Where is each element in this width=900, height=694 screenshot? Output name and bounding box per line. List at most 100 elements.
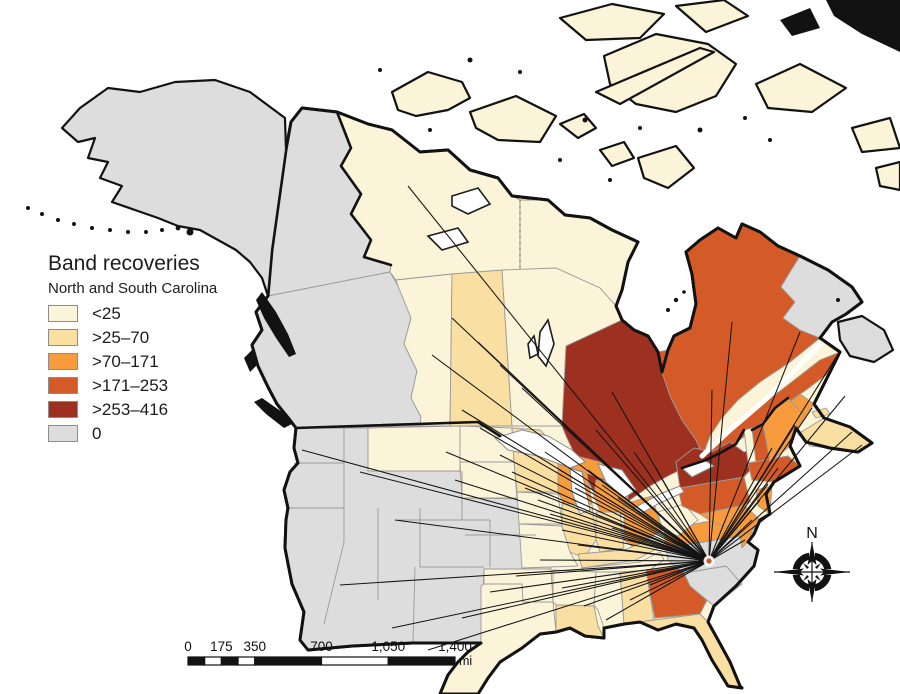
east-blob-3: [874, 160, 900, 192]
recovery-line: [708, 539, 746, 562]
recovery-line: [427, 560, 710, 651]
recovery-line: [515, 560, 710, 577]
region-south-dakota: [459, 461, 518, 499]
recovery-line: [708, 444, 863, 562]
ellesmere-island: [558, 2, 666, 42]
region-alaska: [60, 78, 288, 298]
lake-winnipegosis: [527, 334, 539, 360]
recovery-line: [708, 431, 853, 562]
compass-rose: N: [774, 525, 850, 602]
great-lakes: [494, 429, 716, 515]
recovery-line: [595, 429, 710, 562]
aleutian-islands: [26, 206, 194, 236]
recovery-line: [708, 519, 753, 562]
recovery-line: [499, 454, 710, 562]
scale-bar-segment: [320, 656, 389, 666]
recovery-line: [587, 469, 710, 562]
recovery-line: [391, 560, 710, 629]
recovery-line: [708, 407, 813, 562]
region-montana: [367, 425, 461, 472]
scale-tick-label: 175: [210, 639, 233, 654]
lake-erie: [633, 485, 685, 515]
legend-label-253-416: >253–416: [92, 400, 169, 419]
legend-swatch-171-253: [48, 377, 78, 394]
victoria-island: [468, 94, 558, 144]
recovery-line: [339, 560, 710, 586]
banding-origin-marker: [703, 555, 715, 567]
recovery-line: [596, 514, 710, 562]
recovery-line: [655, 467, 710, 562]
recovery-line: [301, 449, 710, 562]
arctic-scatter-islets: [378, 57, 840, 312]
scale-bar-segment: [204, 656, 222, 666]
recovery-line: [559, 469, 710, 562]
legend-title: Band recoveries: [48, 252, 200, 275]
thick-borders: [294, 110, 790, 470]
us-canada-border-maine: [750, 396, 790, 432]
scale-tick-label: 1,400: [438, 639, 472, 654]
king-william-island: [598, 140, 636, 168]
legend-item-lt25: <25: [48, 305, 217, 322]
yukon-nwt-border: [335, 110, 393, 267]
scale-bar-segment: [187, 656, 206, 666]
legend-item-171-253: >171–253: [48, 377, 217, 394]
recovery-line: [539, 559, 710, 562]
inland-lakes: [426, 187, 555, 368]
scale-tick-label: 1,050: [371, 639, 405, 654]
legend-swatch-lt25: [48, 305, 78, 322]
scale-tick-label: 700: [310, 639, 333, 654]
scale-bar-segment: [254, 656, 323, 666]
band-recovery-lines: [301, 185, 863, 651]
scale-tick-label: 350: [243, 639, 266, 654]
scale-bar-segment: [237, 656, 256, 666]
east-blob-1: [754, 62, 848, 114]
arctic-archipelago: [378, 0, 900, 312]
legend-items: <25 >25–70 >70–171 >171–253 >253–416 0: [48, 305, 217, 442]
scale-tick-label: 0: [184, 639, 192, 654]
recovery-line: [489, 560, 710, 593]
recovery-line: [708, 331, 801, 562]
legend-subtitle: North and South Carolina: [48, 280, 218, 297]
recovery-line: [511, 471, 710, 562]
recovery-line: [394, 519, 710, 562]
recovery-line: [708, 483, 769, 562]
banks-island: [390, 70, 472, 118]
pacific-coast-islands: [244, 292, 296, 428]
legend: Band recoveries North and South Carolina…: [48, 252, 217, 449]
recovery-line: [549, 513, 710, 562]
legend-item-253-416: >253–416: [48, 401, 217, 418]
region-newfoundland-island: [836, 314, 895, 364]
legend-label-171-253: >171–253: [92, 376, 169, 395]
greenland-edge: [826, 0, 900, 52]
region-saskatchewan: [449, 269, 513, 427]
great-bear-lake: [451, 187, 492, 215]
recovery-line: [359, 471, 710, 562]
recovery-line: [407, 185, 710, 562]
region-arkansas: [552, 569, 597, 607]
recovery-line: [708, 424, 796, 562]
recovery-line: [544, 451, 710, 562]
legend-item-zero: 0: [48, 425, 217, 442]
recovery-line: [617, 497, 710, 562]
devon-island: [558, 112, 598, 140]
recovery-line: [708, 447, 773, 562]
vancouver-island: [254, 398, 292, 428]
recovery-line: [561, 560, 710, 589]
recovery-line: [521, 387, 710, 562]
recovery-line: [611, 527, 710, 562]
choropleth-regions: [251, 107, 873, 694]
us-canada-border-east: [680, 428, 746, 470]
legend-label-70-171: >70–171: [92, 352, 159, 371]
legend-swatch-zero: [48, 425, 78, 442]
greenland-blob: [780, 8, 820, 36]
region-florida: [639, 613, 743, 689]
lake-huron: [597, 463, 637, 499]
legend-swatch-70-171: [48, 353, 78, 370]
great-slave-lake: [426, 227, 470, 251]
recovery-line: [649, 560, 710, 586]
legend-swatch-25-70: [48, 329, 78, 346]
coastline-stroke: [250, 106, 874, 694]
recovery-line: [708, 321, 733, 562]
